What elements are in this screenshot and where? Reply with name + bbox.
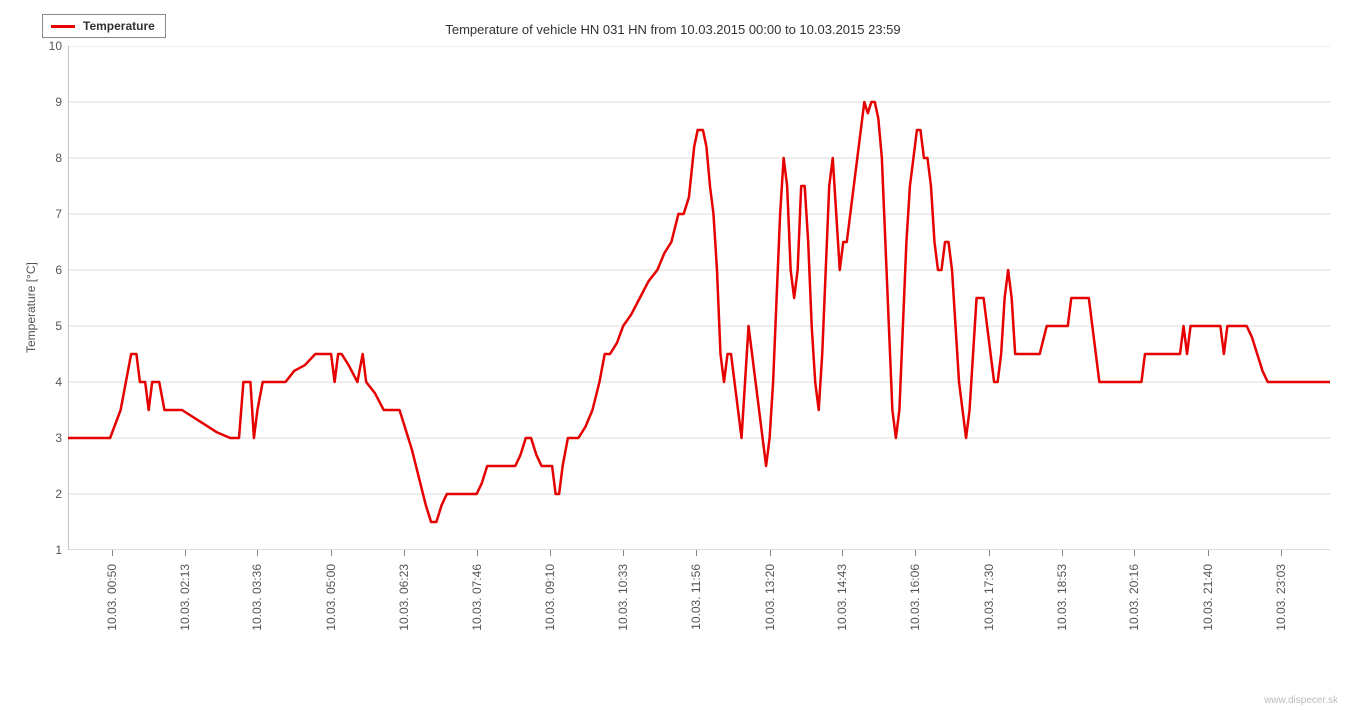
x-tick-mark xyxy=(112,550,113,556)
y-tick-label: 5 xyxy=(32,319,62,333)
y-tick-label: 2 xyxy=(32,487,62,501)
chart-title: Temperature of vehicle HN 031 HN from 10… xyxy=(0,22,1346,37)
watermark: www.dispecer.sk xyxy=(1264,695,1338,706)
x-tick-mark xyxy=(989,550,990,556)
x-tick-mark xyxy=(696,550,697,556)
x-tick-label: 10.03. 13:20 xyxy=(763,564,777,631)
x-tick-label: 10.03. 02:13 xyxy=(178,564,192,631)
x-tick-mark xyxy=(915,550,916,556)
plot-area xyxy=(68,46,1330,550)
y-tick-label: 10 xyxy=(32,39,62,53)
x-tick-label: 10.03. 05:00 xyxy=(324,564,338,631)
x-tick-label: 10.03. 00:50 xyxy=(105,564,119,631)
x-tick-label: 10.03. 07:46 xyxy=(470,564,484,631)
x-tick-label: 10.03. 10:33 xyxy=(616,564,630,631)
x-tick-mark xyxy=(842,550,843,556)
x-tick-label: 10.03. 16:06 xyxy=(908,564,922,631)
y-tick-label: 9 xyxy=(32,95,62,109)
x-tick-mark xyxy=(770,550,771,556)
x-tick-label: 10.03. 23:03 xyxy=(1274,564,1288,631)
x-tick-label: 10.03. 14:43 xyxy=(835,564,849,631)
x-tick-mark xyxy=(623,550,624,556)
plot-svg xyxy=(68,46,1330,550)
x-tick-mark xyxy=(331,550,332,556)
x-tick-label: 10.03. 03:36 xyxy=(250,564,264,631)
x-tick-mark xyxy=(477,550,478,556)
x-tick-mark xyxy=(185,550,186,556)
temperature-chart: Temperature Temperature of vehicle HN 03… xyxy=(0,0,1346,710)
x-tick-mark xyxy=(1134,550,1135,556)
x-tick-label: 10.03. 11:56 xyxy=(689,564,703,630)
x-tick-mark xyxy=(1208,550,1209,556)
x-tick-mark xyxy=(1062,550,1063,556)
x-tick-label: 10.03. 20:16 xyxy=(1127,564,1141,631)
y-tick-label: 6 xyxy=(32,263,62,277)
x-tick-label: 10.03. 18:53 xyxy=(1055,564,1069,631)
x-tick-label: 10.03. 06:23 xyxy=(397,564,411,631)
x-tick-mark xyxy=(404,550,405,556)
x-tick-mark xyxy=(257,550,258,556)
y-tick-label: 3 xyxy=(32,431,62,445)
y-tick-label: 8 xyxy=(32,151,62,165)
x-tick-label: 10.03. 09:10 xyxy=(543,564,557,631)
y-tick-label: 1 xyxy=(32,543,62,557)
x-tick-label: 10.03. 21:40 xyxy=(1201,564,1215,631)
y-tick-label: 4 xyxy=(32,375,62,389)
x-tick-label: 10.03. 17:30 xyxy=(982,564,996,631)
x-tick-mark xyxy=(550,550,551,556)
x-tick-mark xyxy=(1281,550,1282,556)
y-tick-label: 7 xyxy=(32,207,62,221)
